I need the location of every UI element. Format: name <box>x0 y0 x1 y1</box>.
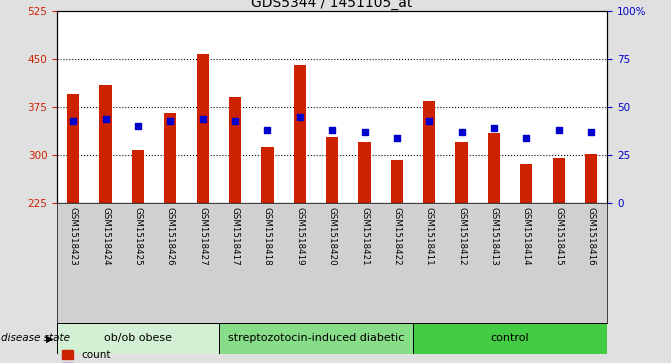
Point <box>262 127 273 133</box>
Point <box>586 129 597 135</box>
Point <box>424 118 435 123</box>
Bar <box>57 323 219 354</box>
Text: GSM1518418: GSM1518418 <box>263 207 272 266</box>
Text: GSM1518425: GSM1518425 <box>134 207 142 266</box>
Bar <box>294 65 306 203</box>
Bar <box>413 323 607 354</box>
Text: GSM1518415: GSM1518415 <box>554 207 563 266</box>
Bar <box>585 154 597 203</box>
Text: GSM1518411: GSM1518411 <box>425 207 433 265</box>
Point <box>391 135 402 141</box>
Text: GSM1518424: GSM1518424 <box>101 207 110 265</box>
Point <box>456 129 467 135</box>
Bar <box>326 137 338 203</box>
Bar <box>164 114 176 203</box>
Text: GSM1518412: GSM1518412 <box>457 207 466 265</box>
Point <box>229 118 240 123</box>
Bar <box>99 85 112 203</box>
Bar <box>520 163 533 203</box>
Text: disease state: disease state <box>1 334 70 343</box>
Point <box>327 127 338 133</box>
Text: GSM1518421: GSM1518421 <box>360 207 369 265</box>
Text: GSM1518419: GSM1518419 <box>295 207 304 265</box>
Bar <box>261 147 274 203</box>
Bar <box>197 54 209 203</box>
Point <box>488 125 499 131</box>
Text: GSM1518422: GSM1518422 <box>393 207 401 265</box>
Point <box>295 114 305 119</box>
Bar <box>488 133 500 203</box>
Bar <box>132 150 144 203</box>
Bar <box>552 158 565 203</box>
Bar <box>358 142 370 203</box>
Text: ▶: ▶ <box>46 334 53 343</box>
Bar <box>456 142 468 203</box>
Bar <box>391 160 403 203</box>
Text: GSM1518414: GSM1518414 <box>522 207 531 265</box>
Bar <box>423 101 435 203</box>
Point <box>165 118 176 123</box>
Text: GSM1518423: GSM1518423 <box>68 207 78 266</box>
Point <box>521 135 531 141</box>
Text: GSM1518427: GSM1518427 <box>198 207 207 266</box>
Text: GSM1518426: GSM1518426 <box>166 207 175 265</box>
Text: GSM1518413: GSM1518413 <box>489 207 499 266</box>
Point <box>359 129 370 135</box>
Bar <box>67 94 79 203</box>
Bar <box>229 97 241 203</box>
Text: ob/ob obese: ob/ob obese <box>104 334 172 343</box>
Title: GDS5344 / 1451105_at: GDS5344 / 1451105_at <box>252 0 413 10</box>
Text: control: control <box>491 334 529 343</box>
Bar <box>219 323 413 354</box>
Point <box>68 118 79 123</box>
Point <box>100 116 111 122</box>
Point <box>554 127 564 133</box>
Point <box>133 123 144 129</box>
Text: GSM1518417: GSM1518417 <box>231 207 240 266</box>
Text: streptozotocin-induced diabetic: streptozotocin-induced diabetic <box>227 334 404 343</box>
Text: GSM1518420: GSM1518420 <box>327 207 337 266</box>
Legend: count, percentile rank within the sample: count, percentile rank within the sample <box>62 350 257 363</box>
Text: GSM1518416: GSM1518416 <box>586 207 596 265</box>
Point <box>197 116 208 122</box>
